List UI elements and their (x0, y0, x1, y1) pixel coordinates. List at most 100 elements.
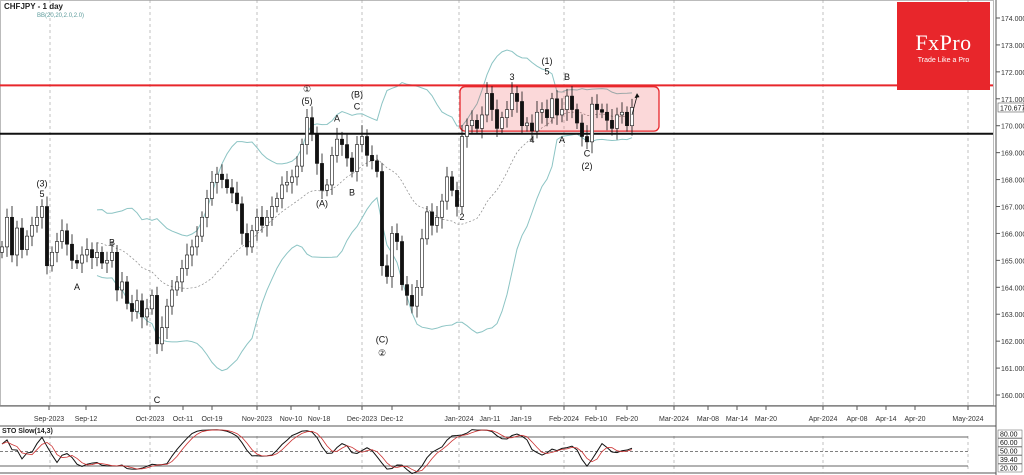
candle (505, 100, 509, 128)
candle-body (610, 120, 614, 129)
candle (265, 210, 269, 237)
candle (420, 228, 424, 296)
candle-body (25, 235, 29, 250)
candle (450, 170, 454, 197)
candle-body (480, 114, 484, 129)
x-tick-label: Jan-2024 (444, 416, 473, 423)
candle (175, 275, 179, 296)
candle (30, 216, 34, 247)
x-tick-label: Apr-2024 (809, 416, 838, 423)
candle (540, 102, 544, 124)
candle-body (455, 190, 459, 207)
candle (260, 205, 264, 233)
candle-body (50, 251, 54, 267)
candle-body (215, 173, 219, 183)
x-tick-label: Mar-08 (697, 416, 719, 423)
y-tick-label: 168.000 (1001, 178, 1024, 185)
candle (145, 298, 149, 326)
candle-body (475, 120, 479, 129)
candle-body (615, 114, 619, 129)
candle (575, 103, 579, 129)
candle-body (405, 284, 409, 296)
current-price-tag (997, 102, 1024, 113)
current-price-label: 170.677 (1000, 105, 1024, 112)
candle (595, 94, 599, 119)
fxpro-logo: FxPro Trade Like a Pro (897, 2, 990, 90)
x-tick-label: Mar-20 (755, 416, 777, 423)
candle-body (210, 181, 214, 199)
candle-body (490, 93, 494, 110)
candle-body (0, 246, 4, 253)
x-tick-label: Sep-12 (75, 416, 98, 423)
y-tick-label: 164.000 (1001, 285, 1024, 292)
candle-body (85, 249, 89, 256)
candle (460, 125, 464, 214)
wave-label: 4 (529, 135, 534, 145)
candle (35, 205, 39, 233)
symbol-title: CHFJPY - 1 day (4, 2, 63, 11)
wave-label: B (349, 188, 355, 198)
candle-body (425, 211, 429, 240)
candle-body (525, 122, 529, 127)
candle (425, 205, 429, 245)
trend-arrow (631, 95, 638, 116)
stochastic-d-line (1, 429, 633, 473)
candle-body (20, 227, 24, 250)
candle-body (35, 216, 39, 226)
candle-body (575, 109, 579, 124)
stochastic-title: STO Slow(14,3) (2, 428, 53, 436)
candle (155, 286, 159, 354)
candle (430, 203, 434, 236)
candle (600, 103, 604, 119)
candle (530, 114, 534, 142)
candle (70, 234, 74, 269)
candle (100, 246, 104, 269)
candle-body (65, 230, 69, 245)
candle (545, 99, 549, 127)
candle (330, 146, 334, 195)
candle (375, 154, 379, 178)
candle-body (625, 111, 629, 127)
candle-body (105, 260, 109, 264)
candle (60, 219, 64, 249)
candle-body (350, 157, 354, 172)
candle-body (390, 233, 394, 277)
wave-label: (1) (542, 56, 553, 66)
candle-body (75, 260, 79, 264)
candle (410, 284, 414, 314)
candle (295, 156, 299, 186)
candle (190, 239, 194, 267)
candle-body (320, 163, 324, 191)
wave-label: A (559, 135, 565, 145)
wave-label: C (354, 102, 361, 112)
candle (475, 114, 479, 135)
y-tick-label: 160.000 (1001, 393, 1024, 400)
candle-body (30, 225, 34, 237)
candle (395, 223, 399, 251)
candle-body (115, 251, 119, 291)
candle-body (315, 133, 319, 164)
candle-body (530, 122, 534, 132)
candle (270, 196, 274, 226)
stochastic-k-line (1, 429, 633, 475)
y-tick-label: 167.000 (1001, 205, 1024, 212)
candle-body (365, 136, 369, 156)
candle-body (220, 173, 224, 180)
candle (385, 254, 389, 284)
candle (405, 275, 409, 306)
candle (135, 289, 139, 319)
x-tick-label: Apr-14 (875, 416, 896, 423)
y-tick-label: 161.000 (1001, 366, 1024, 373)
candle-body (70, 243, 74, 261)
candle-body (10, 216, 14, 256)
candle-body (300, 144, 304, 167)
wave-label: (A) (316, 199, 328, 209)
candle (205, 189, 209, 228)
x-tick-label: Nov-2023 (242, 416, 272, 423)
candle (130, 294, 134, 322)
candle-body (55, 241, 59, 253)
candle-body (415, 286, 419, 307)
candle (40, 199, 44, 229)
candle (280, 176, 284, 209)
candle-body (450, 176, 454, 191)
